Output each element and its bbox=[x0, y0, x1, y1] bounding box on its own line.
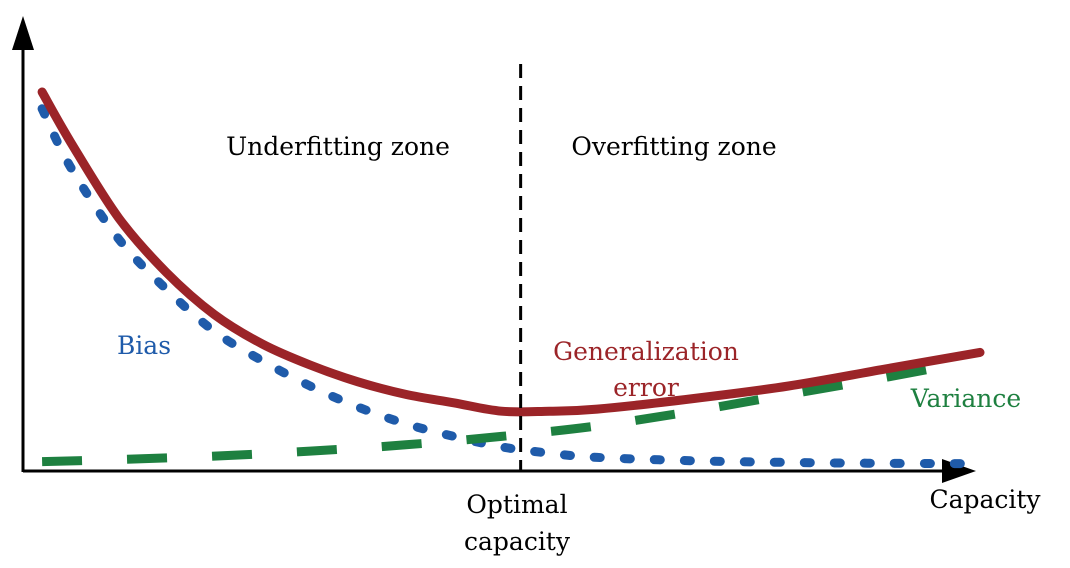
underfitting-zone-label: Underfitting zone bbox=[226, 132, 450, 161]
generalization-error-label-line2: error bbox=[613, 373, 679, 402]
generalization-error-label-line1: Generalization bbox=[553, 337, 739, 366]
y-axis-arrow bbox=[12, 16, 34, 50]
generalization-error-series-line bbox=[37, 87, 985, 417]
x-axis-label: Capacity bbox=[929, 485, 1041, 514]
variance-label: Variance bbox=[910, 384, 1021, 413]
optimal-capacity-label-line1: Optimal bbox=[466, 490, 567, 519]
bias-label: Bias bbox=[117, 331, 171, 360]
optimal-capacity-label-line2: capacity bbox=[464, 527, 571, 556]
overfitting-zone-label: Overfitting zone bbox=[571, 132, 776, 161]
variance-series-line bbox=[41, 360, 953, 467]
bias-series-line bbox=[37, 104, 985, 469]
